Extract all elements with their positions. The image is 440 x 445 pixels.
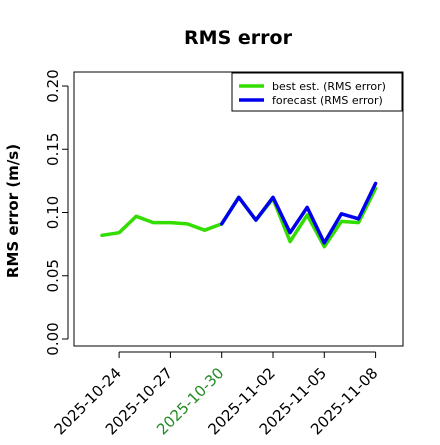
- chart-title: RMS error: [184, 27, 293, 49]
- y-tick-label: 0.05: [44, 259, 62, 292]
- legend-label: forecast (RMS error): [272, 94, 383, 107]
- legend-label: best est. (RMS error): [272, 80, 386, 93]
- x-axis: 2025-10-242025-10-272025-10-302025-11-02…: [51, 351, 381, 438]
- series-line-forecast: [219, 181, 378, 245]
- legend: best est. (RMS error)forecast (RMS error…: [231, 72, 403, 112]
- y-tick-label: 0.10: [44, 196, 62, 229]
- legend-box: [231, 72, 403, 112]
- series-layer: [100, 181, 378, 249]
- y-axis-label: RMS error (m/s): [4, 144, 22, 278]
- plot-area-frame: [73, 71, 404, 347]
- y-tick-label: 0.00: [44, 322, 62, 355]
- y-axis: 0.00 0.05 0.10 0.15 0.20: [44, 69, 69, 356]
- y-tick-label: 0.15: [44, 133, 62, 166]
- y-tick-label: 0.20: [44, 69, 62, 102]
